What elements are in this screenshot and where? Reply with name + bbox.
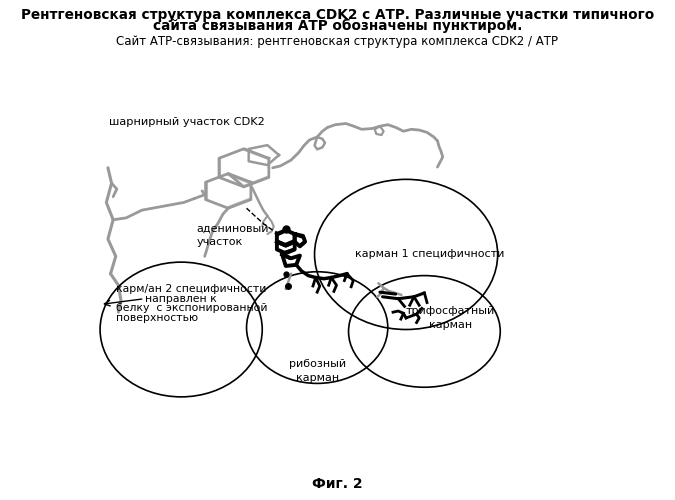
Polygon shape bbox=[295, 234, 305, 246]
Text: поверхностью: поверхностью bbox=[116, 313, 198, 323]
Text: карм/ан 2 специфичности: карм/ан 2 специфичности bbox=[116, 284, 266, 294]
Text: трифосфатный
карман: трифосфатный карман bbox=[406, 306, 495, 330]
Text: адениновый
участок: адениновый участок bbox=[197, 223, 269, 247]
Text: сайта связывания АТР обозначены пунктиром.: сайта связывания АТР обозначены пунктиро… bbox=[153, 18, 522, 33]
Text: Сайт АТР-связывания: рентгеновская структура комплекса CDK2 / АТР: Сайт АТР-связывания: рентгеновская струк… bbox=[117, 35, 558, 48]
Text: Фиг. 2: Фиг. 2 bbox=[312, 477, 363, 491]
Polygon shape bbox=[277, 242, 295, 254]
Text: шарнирный участок CDK2: шарнирный участок CDK2 bbox=[109, 116, 265, 126]
Text: рибозный
карман: рибозный карман bbox=[289, 359, 346, 383]
Polygon shape bbox=[277, 230, 295, 246]
Text: белку  с экспонированной: белку с экспонированной bbox=[116, 304, 267, 314]
Polygon shape bbox=[282, 254, 300, 266]
Text: направлен к: направлен к bbox=[144, 294, 216, 304]
Text: Рентгеновская структура комплекса CDK2 с АТР. Различные участки типичного: Рентгеновская структура комплекса CDK2 с… bbox=[21, 8, 654, 22]
Text: карман 1 специфичности: карман 1 специфичности bbox=[355, 250, 504, 260]
